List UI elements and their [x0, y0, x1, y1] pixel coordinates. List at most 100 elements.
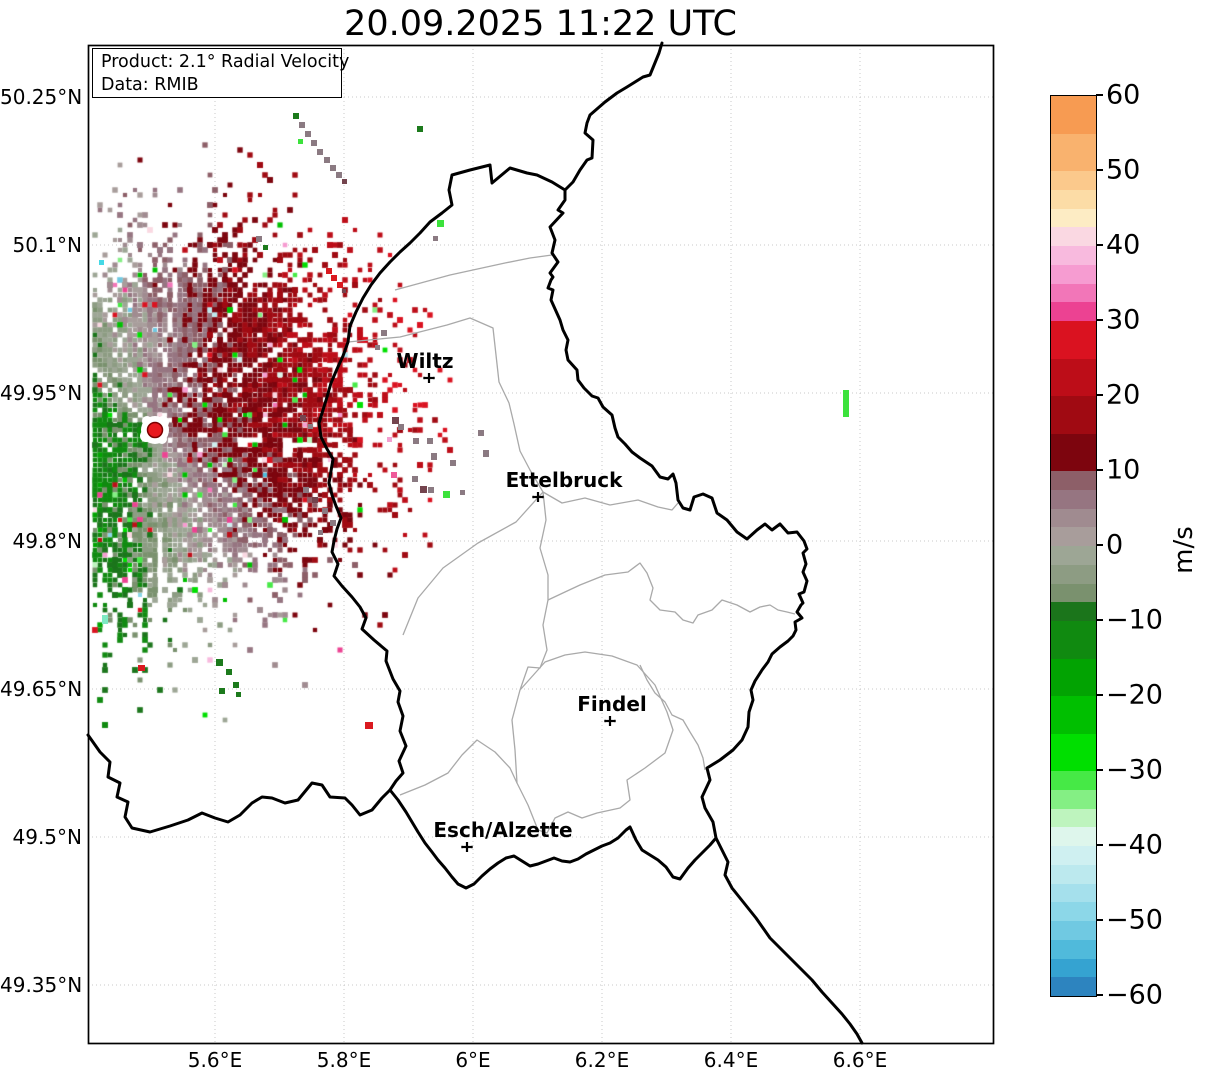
product-line: Product: 2.1° Radial Velocity: [101, 52, 350, 72]
clutter-echo: [263, 245, 268, 250]
clutter-echo: [391, 472, 397, 478]
clutter-echo: [392, 417, 399, 424]
city-marker: [423, 373, 435, 383]
clutter-echo: [293, 113, 299, 119]
clutter-echo: [337, 282, 343, 288]
colorbar-band: [1051, 264, 1096, 284]
lon-tick-label: 6.4°E: [703, 1048, 759, 1072]
colorbar-tick: [1096, 94, 1103, 96]
colorbar-band: [1051, 583, 1096, 603]
colorbar-tick: [1096, 319, 1103, 321]
clutter-echo: [375, 345, 380, 350]
clutter-echo: [326, 268, 332, 274]
colorbar-tick-label: 30: [1106, 304, 1141, 336]
clutter-echo: [303, 487, 309, 493]
clutter-echo: [427, 438, 433, 444]
colorbar-tick-label: −20: [1106, 679, 1163, 711]
clutter-echo: [342, 179, 347, 184]
colorbar-band: [1051, 602, 1096, 621]
lat-tick-label: 49.65°N: [0, 677, 83, 701]
clutter-echo: [412, 476, 418, 482]
colorbar-band: [1051, 433, 1096, 471]
clutter-echo: [236, 692, 241, 697]
colorbar-tick-label: 50: [1106, 154, 1141, 186]
canton-border: [394, 254, 553, 291]
clutter-echo: [443, 491, 450, 498]
clutter-echo: [398, 424, 404, 430]
colorbar-band: [1051, 846, 1096, 865]
clutter-echo: [483, 450, 489, 457]
colorbar-tick-label: −30: [1106, 754, 1163, 786]
colorbar-band: [1051, 189, 1096, 209]
velocity-colorbar: [1050, 95, 1097, 997]
colorbar-band: [1051, 283, 1096, 303]
colorbar-band: [1051, 358, 1096, 396]
clutter-echo: [413, 438, 419, 444]
clutter-echo: [330, 520, 336, 526]
clutter-echo: [460, 490, 465, 495]
colorbar-tick: [1096, 919, 1103, 921]
city-label: Wiltz: [396, 349, 454, 373]
colorbar-band: [1051, 733, 1096, 771]
country-border: [86, 733, 392, 834]
colorbar-tick-label: 0: [1106, 529, 1124, 561]
colorbar-tick: [1096, 244, 1103, 246]
clutter-echo: [299, 122, 305, 128]
colorbar-tick: [1096, 769, 1103, 771]
clutter-echo: [318, 530, 323, 535]
city-marker: [532, 492, 544, 502]
lat-tick-label: 49.35°N: [0, 973, 83, 997]
clutter-echo: [417, 126, 423, 132]
radar-site-marker: [146, 421, 164, 439]
clutter-echo: [298, 139, 303, 144]
clutter-echo: [233, 682, 239, 688]
colorbar-tick: [1096, 544, 1103, 546]
colorbar-band: [1051, 789, 1096, 809]
clutter-echo: [330, 165, 336, 171]
colorbar-tick: [1096, 694, 1103, 696]
clutter-echo: [311, 140, 317, 146]
clutter-echo: [478, 430, 484, 436]
colorbar-tick: [1096, 394, 1103, 396]
colorbar-band: [1051, 527, 1096, 546]
colorbar-band: [1051, 546, 1096, 565]
lon-tick-label: 6.6°E: [832, 1048, 888, 1072]
clutter-echo: [317, 149, 323, 155]
plot-title: 20.09.2025 11:22 UTC: [344, 4, 737, 44]
colorbar-band: [1051, 133, 1096, 171]
colorbar-tick-label: −10: [1106, 604, 1163, 636]
city-label: Ettelbruck: [505, 468, 623, 492]
clutter-echo: [138, 665, 145, 671]
colorbar-band: [1051, 321, 1096, 359]
lat-tick-label: 50.1°N: [12, 233, 83, 257]
canton-border: [547, 562, 796, 624]
clutter-echo: [216, 659, 223, 666]
clutter-echo: [342, 289, 346, 293]
canton-border: [511, 651, 674, 834]
colorbar-tick-label: 20: [1106, 379, 1141, 411]
clutter-echo: [428, 487, 434, 493]
lon-tick-label: 5.8°E: [316, 1048, 372, 1072]
colorbar-band: [1051, 883, 1096, 903]
lon-tick-label: 6°E: [455, 1048, 491, 1072]
canton-border: [639, 664, 706, 771]
colorbar-band: [1051, 827, 1096, 846]
colorbar-band: [1051, 658, 1096, 696]
clutter-echo: [431, 453, 437, 460]
city-label: Esch/Alzette: [433, 818, 573, 842]
city-label: Findel: [577, 692, 647, 716]
colorbar-tick-label: −60: [1106, 979, 1163, 1011]
canton-border: [399, 739, 518, 796]
radar-data-hole: [142, 416, 152, 426]
colorbar-band: [1051, 246, 1096, 265]
lat-tick-label: 49.5°N: [12, 825, 83, 849]
lat-tick-label: 50.25°N: [0, 85, 83, 109]
clutter-echo: [365, 722, 373, 729]
country-border: [714, 836, 864, 1045]
lat-tick-label: 49.8°N: [12, 529, 83, 553]
canton-border: [402, 491, 544, 636]
plot-frame: [87, 44, 995, 1045]
lon-tick-label: 6.2°E: [574, 1048, 630, 1072]
canton-border: [519, 491, 549, 691]
